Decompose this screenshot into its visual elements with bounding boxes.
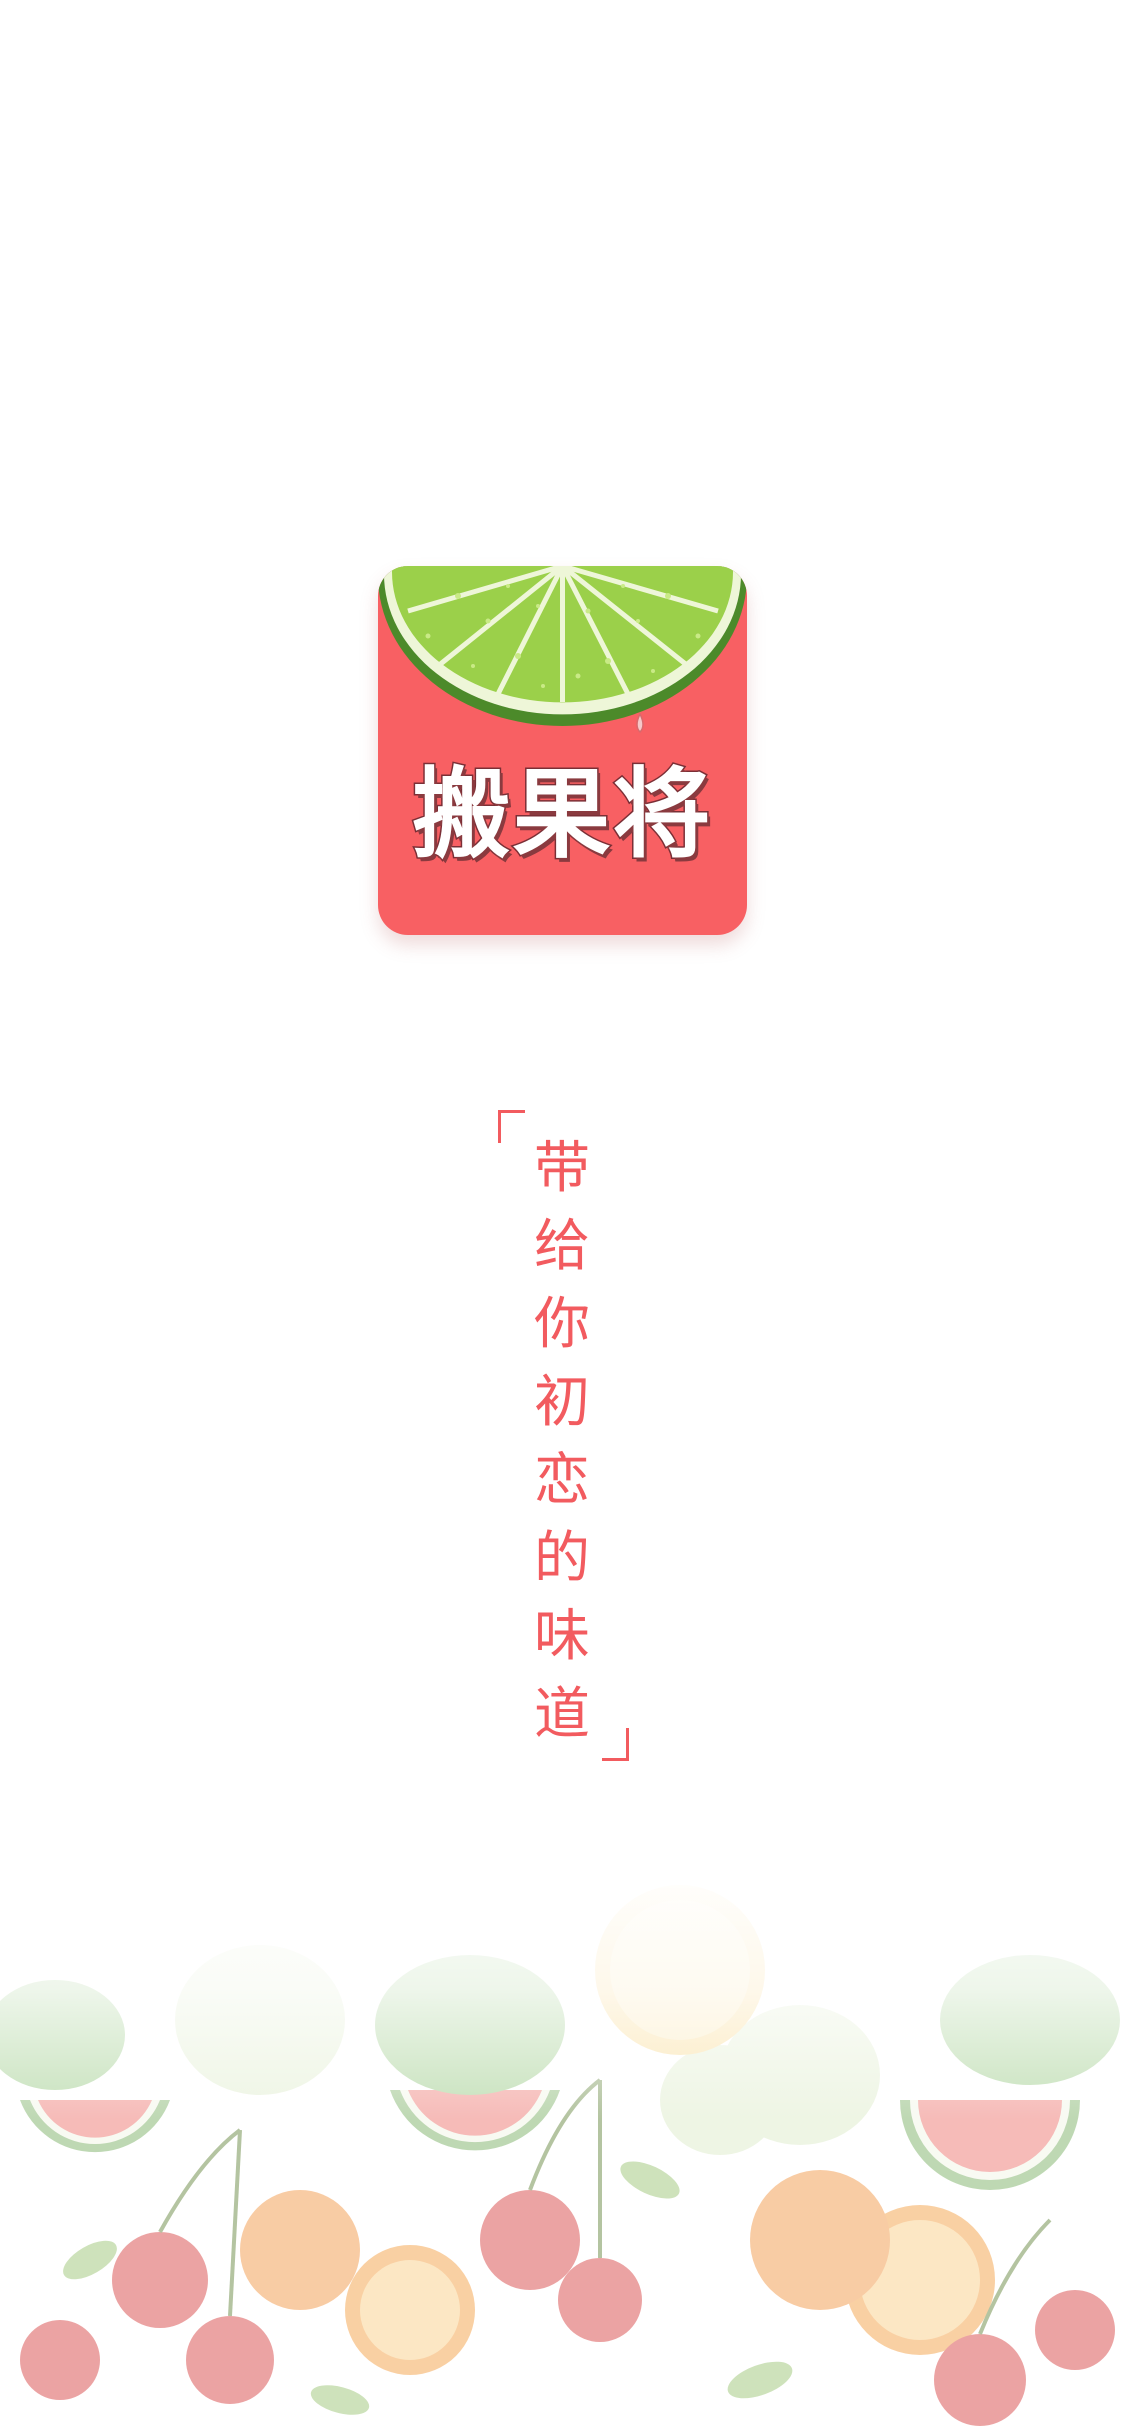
app-logo: 搬果将	[378, 566, 747, 935]
slogan-char: 的	[534, 1526, 590, 1591]
slogan-char: 带	[534, 1136, 590, 1201]
corner-bracket-close-icon	[602, 1728, 629, 1761]
slogan-char: 道	[534, 1682, 590, 1747]
slogan-char: 你	[534, 1292, 590, 1357]
app-name-logo-text: 搬果将	[411, 758, 713, 872]
slogan: 带 给 你 初 恋 的 味 道	[518, 1130, 606, 1754]
slogan-char: 给	[534, 1214, 590, 1279]
slogan-char: 恋	[534, 1448, 590, 1513]
background-fade-overlay	[0, 1860, 1125, 2120]
slogan-char: 味	[534, 1604, 590, 1669]
slogan-char: 初	[534, 1370, 590, 1435]
corner-bracket-open-icon	[498, 1110, 525, 1143]
lime-slice-icon	[378, 566, 747, 734]
